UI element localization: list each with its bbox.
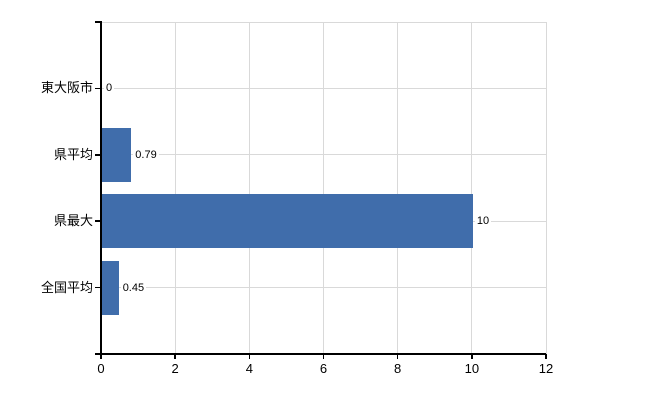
vertical-gridline — [323, 22, 324, 354]
x-tick-label: 10 — [464, 361, 480, 376]
vertical-gridline — [174, 22, 176, 354]
value-label: 0 — [104, 81, 115, 96]
value-label: 0.79 — [133, 147, 159, 162]
y-tick-mark — [95, 220, 101, 222]
category-label: 全国平均 — [40, 279, 93, 295]
x-tick-mark — [174, 354, 176, 359]
value-label: 10 — [474, 214, 492, 229]
x-tick-label: 12 — [538, 361, 554, 376]
vertical-gridline — [545, 22, 547, 354]
value-label: 0.45 — [120, 280, 147, 295]
x-tick-mark — [545, 354, 547, 359]
bar[interactable] — [102, 127, 132, 182]
x-tick-mark — [471, 354, 473, 359]
x-tick-label: 6 — [319, 361, 328, 376]
x-tick-mark — [248, 354, 251, 359]
x-tick-label: 0 — [97, 361, 105, 376]
category-label: 県最大 — [53, 213, 93, 229]
category-label: 東大阪市 — [40, 80, 93, 96]
category-label: 県平均 — [53, 146, 93, 162]
x-tick-label: 8 — [394, 361, 402, 376]
vertical-gridline — [248, 22, 250, 354]
x-axis-line — [95, 353, 546, 355]
x-tick-mark — [322, 354, 325, 359]
x-tick-label: 4 — [245, 361, 253, 376]
x-tick-label: 2 — [171, 361, 179, 376]
y-axis-line — [100, 21, 102, 359]
vertical-gridline — [471, 22, 473, 354]
x-tick-mark — [396, 354, 399, 359]
horizontal-gridline — [101, 87, 546, 89]
bar[interactable] — [102, 260, 119, 315]
vertical-gridline — [397, 22, 399, 354]
y-axis-top-tick — [95, 21, 101, 23]
bar[interactable] — [102, 194, 473, 249]
y-tick-mark — [95, 286, 101, 289]
y-tick-mark — [95, 87, 101, 90]
horizontal-gridline — [101, 154, 546, 156]
horizontal-gridline — [101, 287, 546, 289]
y-tick-mark — [95, 154, 101, 156]
